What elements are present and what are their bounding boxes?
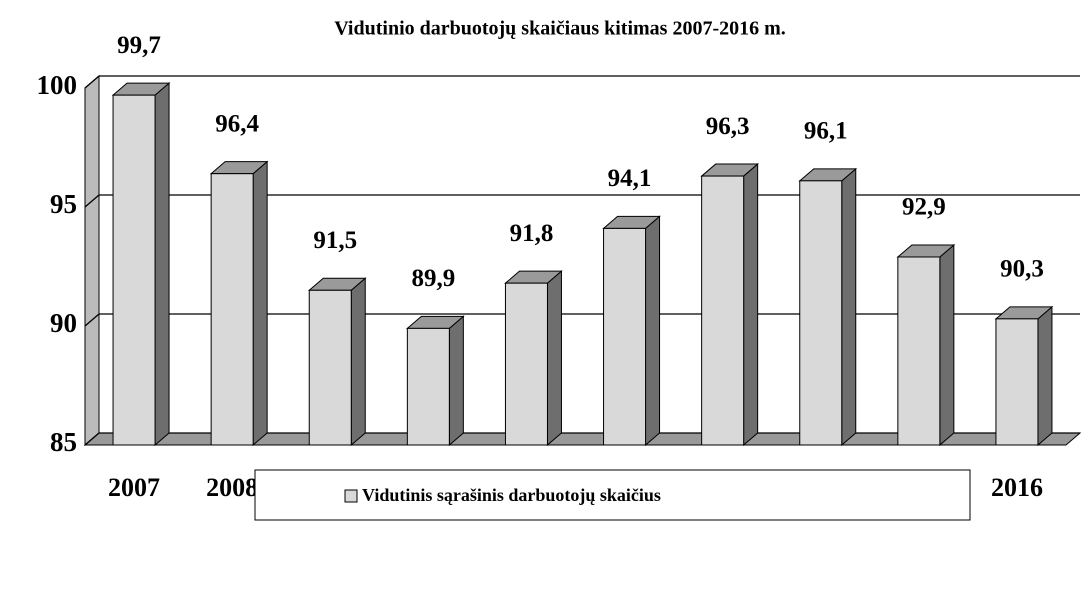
data-label: 91,8 — [510, 220, 554, 247]
x-tick-label: 2008 — [206, 473, 258, 502]
bar — [308, 289, 352, 446]
data-label: 96,3 — [706, 113, 750, 140]
data-label: 91,5 — [313, 227, 357, 254]
data-label: 96,1 — [804, 118, 848, 145]
data-label: 92,9 — [902, 194, 946, 221]
bar — [406, 327, 450, 446]
y-tick-label: 100 — [37, 70, 78, 100]
bar — [897, 256, 941, 446]
x-tick-label: 2016 — [991, 473, 1043, 502]
data-label: 89,9 — [411, 265, 455, 292]
bar-side — [939, 243, 955, 447]
bar — [603, 227, 647, 446]
bar — [210, 173, 254, 446]
bar — [701, 175, 745, 446]
bar-side — [350, 277, 366, 447]
chart-title: Vidutinio darbuotojų skaičiaus kitimas 2… — [334, 18, 786, 40]
bar-side — [1037, 305, 1053, 447]
y-tick-label: 95 — [50, 189, 77, 219]
data-label: 99,7 — [117, 32, 161, 59]
data-label: 90,3 — [1000, 256, 1044, 283]
legend-label: Vidutinis sąrašinis darbuotojų skaičius — [362, 485, 661, 505]
bar — [504, 282, 548, 446]
bar-side — [841, 167, 857, 447]
bar — [995, 318, 1039, 446]
bar — [799, 180, 843, 446]
legend-box — [254, 469, 971, 521]
grid-line — [84, 75, 1080, 89]
data-label: 94,1 — [608, 165, 652, 192]
bar-side — [546, 270, 562, 447]
bar-side — [448, 315, 464, 447]
x-tick-label: 2007 — [108, 473, 160, 502]
bar-side — [743, 162, 759, 447]
bar-side — [645, 215, 661, 447]
y-tick-label: 90 — [50, 308, 77, 338]
bar-side — [252, 160, 268, 447]
y-tick-label: 85 — [50, 427, 77, 457]
bar — [112, 94, 156, 446]
bar-side — [154, 82, 170, 447]
legend-swatch — [344, 489, 358, 503]
side-wall — [84, 74, 100, 447]
data-label: 96,4 — [215, 110, 259, 137]
